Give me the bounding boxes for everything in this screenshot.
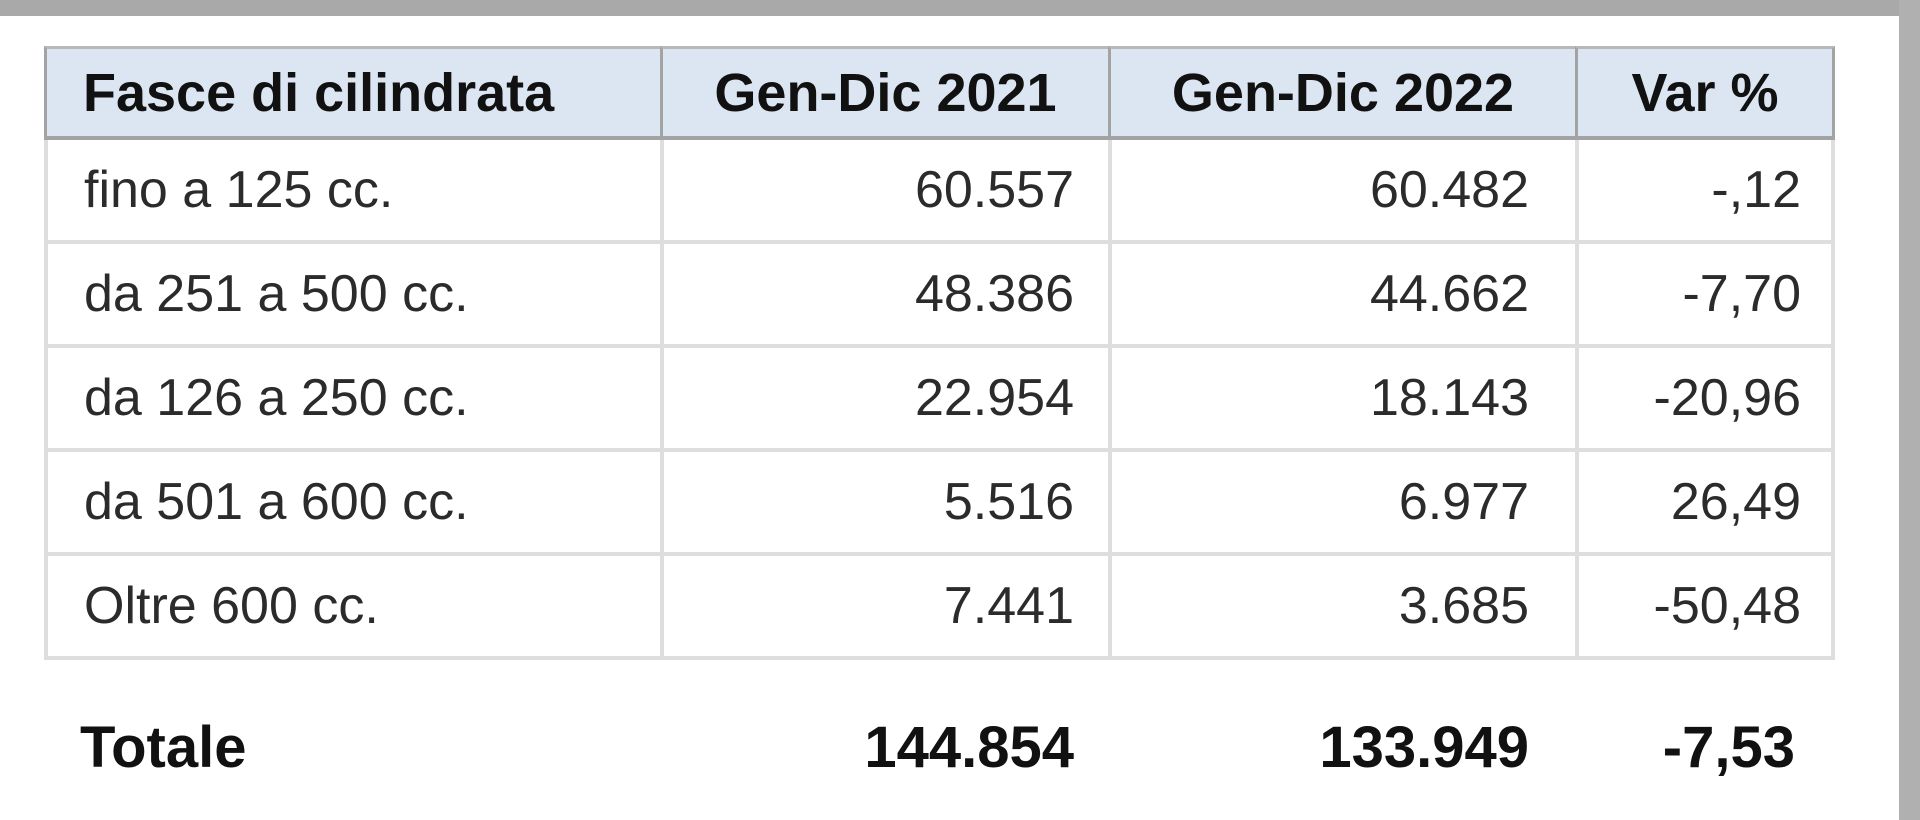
total-gen-dic-2021: 144.854 bbox=[864, 714, 1074, 780]
cell-fascia: da 251 a 500 cc. bbox=[44, 244, 660, 348]
header-row: Fasce di cilindrata Gen-Dic 2021 Gen-Dic… bbox=[44, 46, 1835, 140]
cell-gen-dic-2022: 44.662 bbox=[1108, 244, 1575, 348]
total-label: Totale bbox=[80, 714, 247, 780]
column-header-var-pct: Var % bbox=[1575, 46, 1835, 140]
table-row: da 251 a 500 cc. 48.386 44.662 -7,70 bbox=[44, 244, 1835, 348]
cell-gen-dic-2021: 48.386 bbox=[660, 244, 1108, 348]
table-row: da 501 a 600 cc. 5.516 6.977 26,49 bbox=[44, 452, 1835, 556]
table-row: fino a 125 cc. 60.557 60.482 -,12 bbox=[44, 140, 1835, 244]
cell-gen-dic-2021: 5.516 bbox=[660, 452, 1108, 556]
cell-fascia: da 501 a 600 cc. bbox=[44, 452, 660, 556]
cell-gen-dic-2021: 7.441 bbox=[660, 556, 1108, 660]
total-row: Totale 144.854 133.949 -7,53 bbox=[44, 688, 1835, 806]
cell-var-pct: -50,48 bbox=[1575, 556, 1835, 660]
cell-var-pct: -7,70 bbox=[1575, 244, 1835, 348]
column-header-gen-dic-2021: Gen-Dic 2021 bbox=[660, 46, 1108, 140]
total-gen-dic-2022: 133.949 bbox=[1319, 714, 1529, 780]
cell-gen-dic-2021: 60.557 bbox=[660, 140, 1108, 244]
cell-fascia: Oltre 600 cc. bbox=[44, 556, 660, 660]
cell-gen-dic-2022: 3.685 bbox=[1108, 556, 1575, 660]
cell-gen-dic-2022: 6.977 bbox=[1108, 452, 1575, 556]
scrollbar-track[interactable] bbox=[1899, 0, 1920, 820]
cell-gen-dic-2022: 60.482 bbox=[1108, 140, 1575, 244]
cilindrata-table: Fasce di cilindrata Gen-Dic 2021 Gen-Dic… bbox=[44, 46, 1835, 660]
cell-var-pct: -,12 bbox=[1575, 140, 1835, 244]
table-row: da 126 a 250 cc. 22.954 18.143 -20,96 bbox=[44, 348, 1835, 452]
column-header-gen-dic-2022: Gen-Dic 2022 bbox=[1108, 46, 1575, 140]
cell-fascia: da 126 a 250 cc. bbox=[44, 348, 660, 452]
cell-gen-dic-2021: 22.954 bbox=[660, 348, 1108, 452]
page-top-edge bbox=[0, 0, 1920, 16]
cell-var-pct: 26,49 bbox=[1575, 452, 1835, 556]
cell-gen-dic-2022: 18.143 bbox=[1108, 348, 1575, 452]
cell-var-pct: -20,96 bbox=[1575, 348, 1835, 452]
total-var-pct: -7,53 bbox=[1662, 714, 1795, 780]
cell-fascia: fino a 125 cc. bbox=[44, 140, 660, 244]
column-header-fasce-di-cilindrata: Fasce di cilindrata bbox=[44, 46, 660, 140]
table-row: Oltre 600 cc. 7.441 3.685 -50,48 bbox=[44, 556, 1835, 660]
